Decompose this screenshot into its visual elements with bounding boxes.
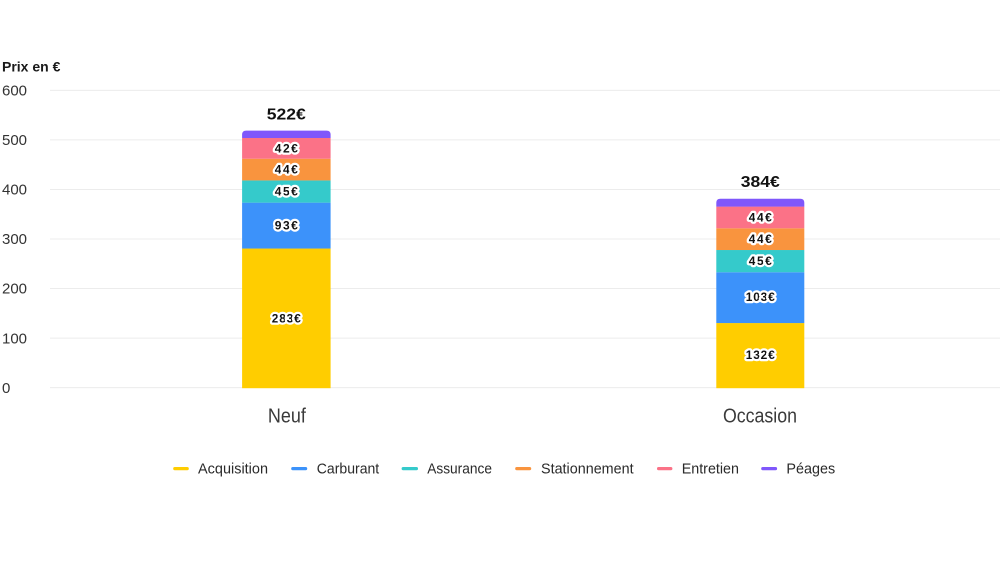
svg-text:Acquisition: Acquisition bbox=[198, 461, 268, 478]
svg-text:Entretien: Entretien bbox=[682, 461, 739, 478]
svg-text:103€: 103€ bbox=[746, 290, 775, 304]
svg-text:Stationnement: Stationnement bbox=[541, 461, 634, 478]
svg-text:42€: 42€ bbox=[275, 141, 298, 155]
svg-text:Neuf: Neuf bbox=[268, 406, 306, 428]
svg-text:283€: 283€ bbox=[272, 311, 301, 325]
svg-text:100: 100 bbox=[2, 330, 27, 347]
svg-text:600: 600 bbox=[2, 83, 27, 100]
svg-text:400: 400 bbox=[2, 182, 27, 199]
svg-text:45€: 45€ bbox=[749, 254, 772, 268]
svg-text:132€: 132€ bbox=[746, 348, 775, 362]
svg-text:44€: 44€ bbox=[749, 211, 772, 225]
svg-text:93€: 93€ bbox=[275, 219, 298, 233]
svg-text:522€: 522€ bbox=[267, 107, 306, 124]
svg-text:Carburant: Carburant bbox=[317, 461, 380, 478]
svg-text:0: 0 bbox=[2, 380, 10, 397]
svg-text:44€: 44€ bbox=[749, 232, 772, 246]
svg-text:200: 200 bbox=[2, 281, 27, 298]
svg-text:384€: 384€ bbox=[741, 174, 780, 191]
svg-text:Péages: Péages bbox=[786, 461, 835, 478]
svg-text:500: 500 bbox=[2, 132, 27, 149]
svg-text:44€: 44€ bbox=[275, 163, 298, 177]
svg-text:Occasion: Occasion bbox=[723, 405, 797, 427]
svg-text:Prix en €: Prix en € bbox=[2, 59, 61, 75]
svg-text:45€: 45€ bbox=[275, 185, 298, 199]
svg-text:Assurance: Assurance bbox=[427, 461, 492, 478]
svg-text:300: 300 bbox=[2, 231, 27, 248]
